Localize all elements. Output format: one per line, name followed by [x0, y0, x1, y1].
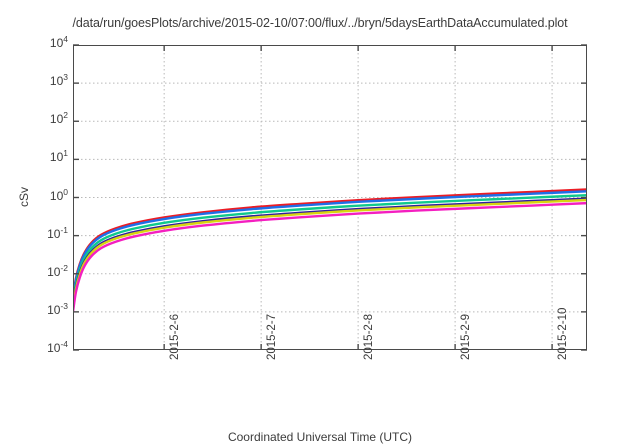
y-tick-label: 10-2: [47, 262, 68, 279]
y-tick-label: 10-3: [47, 300, 68, 317]
y-tick-label: 100: [49, 186, 68, 203]
y-tick-label: 10-4: [47, 339, 68, 355]
y-tick-label: 104: [49, 34, 68, 50]
x-tick-label: 2015-2-8: [363, 313, 376, 360]
y-tick-label: 101: [49, 148, 68, 165]
y-tick-label: 102: [49, 110, 68, 127]
chart-title: /data/run/goesPlots/archive/2015-02-10/0…: [72, 16, 568, 30]
x-tick-label: 2015-2-9: [460, 313, 473, 360]
y-tick-label: 103: [49, 72, 68, 89]
plot-frame: [73, 45, 587, 350]
y-axis-tick-labels: 104 103 102 101 100 10-1 10-2 10-3 10-4: [22, 0, 68, 448]
x-axis-label: Coordinated Universal Time (UTC): [227, 430, 413, 444]
x-tick-label: 2015-2-6: [169, 313, 182, 360]
y-tick-label: 10-1: [47, 224, 68, 241]
x-tick-label: 2015-2-7: [266, 313, 279, 360]
x-tick-label: 2015-2-10: [557, 307, 570, 360]
